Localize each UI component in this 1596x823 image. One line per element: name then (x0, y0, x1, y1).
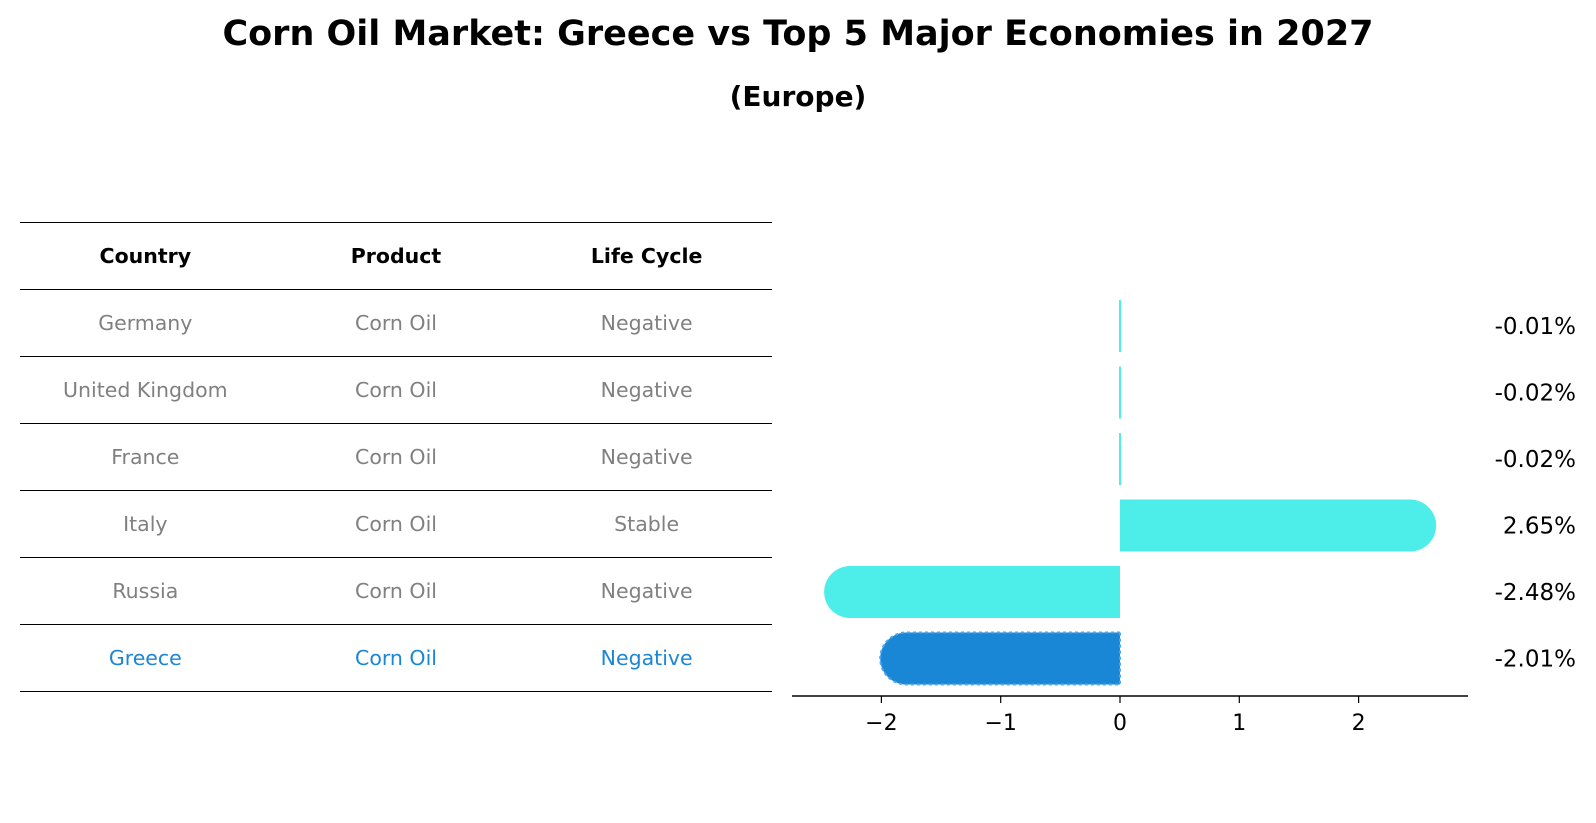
bar-value-label: -2.48% (1495, 580, 1576, 606)
cell-product: Corn Oil (355, 579, 437, 603)
bar (1119, 366, 1121, 419)
bar (1119, 300, 1121, 352)
table-row-highlighted: Greece Corn Oil Negative (20, 624, 772, 692)
x-tick-label: 2 (1352, 711, 1366, 736)
bar-value-label: 2.65% (1503, 514, 1576, 540)
cell-country: United Kingdom (63, 378, 228, 402)
bar (1120, 499, 1437, 552)
table-row: Germany Corn Oil Negative (20, 289, 772, 356)
bar-value-label: -0.01% (1495, 314, 1576, 340)
cell-country: Greece (108, 646, 182, 670)
cell-life-cycle: Stable (614, 512, 680, 536)
header-life-cycle: Life Cycle (590, 244, 703, 268)
cell-product: Corn Oil (355, 445, 437, 469)
bar-value-label: -0.02% (1495, 447, 1576, 473)
cell-product: Corn Oil (355, 311, 437, 335)
bar (824, 566, 1120, 618)
table-header-row: Country Product Life Cycle (20, 222, 772, 289)
data-table: Country Product Life Cycle Germany Corn … (20, 222, 772, 692)
cell-product: Corn Oil (355, 512, 437, 536)
cell-product: Corn Oil (355, 646, 437, 670)
cell-life-cycle: Negative (600, 378, 693, 402)
cell-country: Germany (98, 311, 193, 335)
cell-life-cycle: Negative (600, 646, 693, 670)
x-tick-label: −1 (984, 711, 1016, 736)
x-tick-label: 1 (1232, 711, 1246, 736)
x-tick-label: 0 (1113, 711, 1127, 736)
table-row: France Corn Oil Negative (20, 423, 772, 490)
chart-subtitle: (Europe) (729, 80, 867, 113)
bar-value-label: -0.02% (1495, 381, 1576, 407)
cell-country: Russia (112, 579, 179, 603)
bar-highlighted (879, 631, 1121, 686)
cell-life-cycle: Negative (600, 311, 693, 335)
table-row: Russia Corn Oil Negative (20, 557, 772, 624)
header-country: Country (99, 244, 192, 268)
table-row: Italy Corn Oil Stable (20, 490, 772, 557)
table-row: United Kingdom Corn Oil Negative (20, 356, 772, 423)
cell-life-cycle: Negative (600, 445, 693, 469)
bar (1119, 433, 1121, 485)
cell-life-cycle: Negative (600, 579, 693, 603)
cell-country: France (111, 445, 180, 469)
chart-title: Corn Oil Market: Greece vs Top 5 Major E… (222, 14, 1374, 54)
bar-value-label: -2.01% (1495, 647, 1576, 673)
cell-country: Italy (123, 512, 168, 536)
header-product: Product (350, 244, 442, 268)
x-tick-label: −2 (865, 711, 897, 736)
cell-product: Corn Oil (355, 378, 437, 402)
